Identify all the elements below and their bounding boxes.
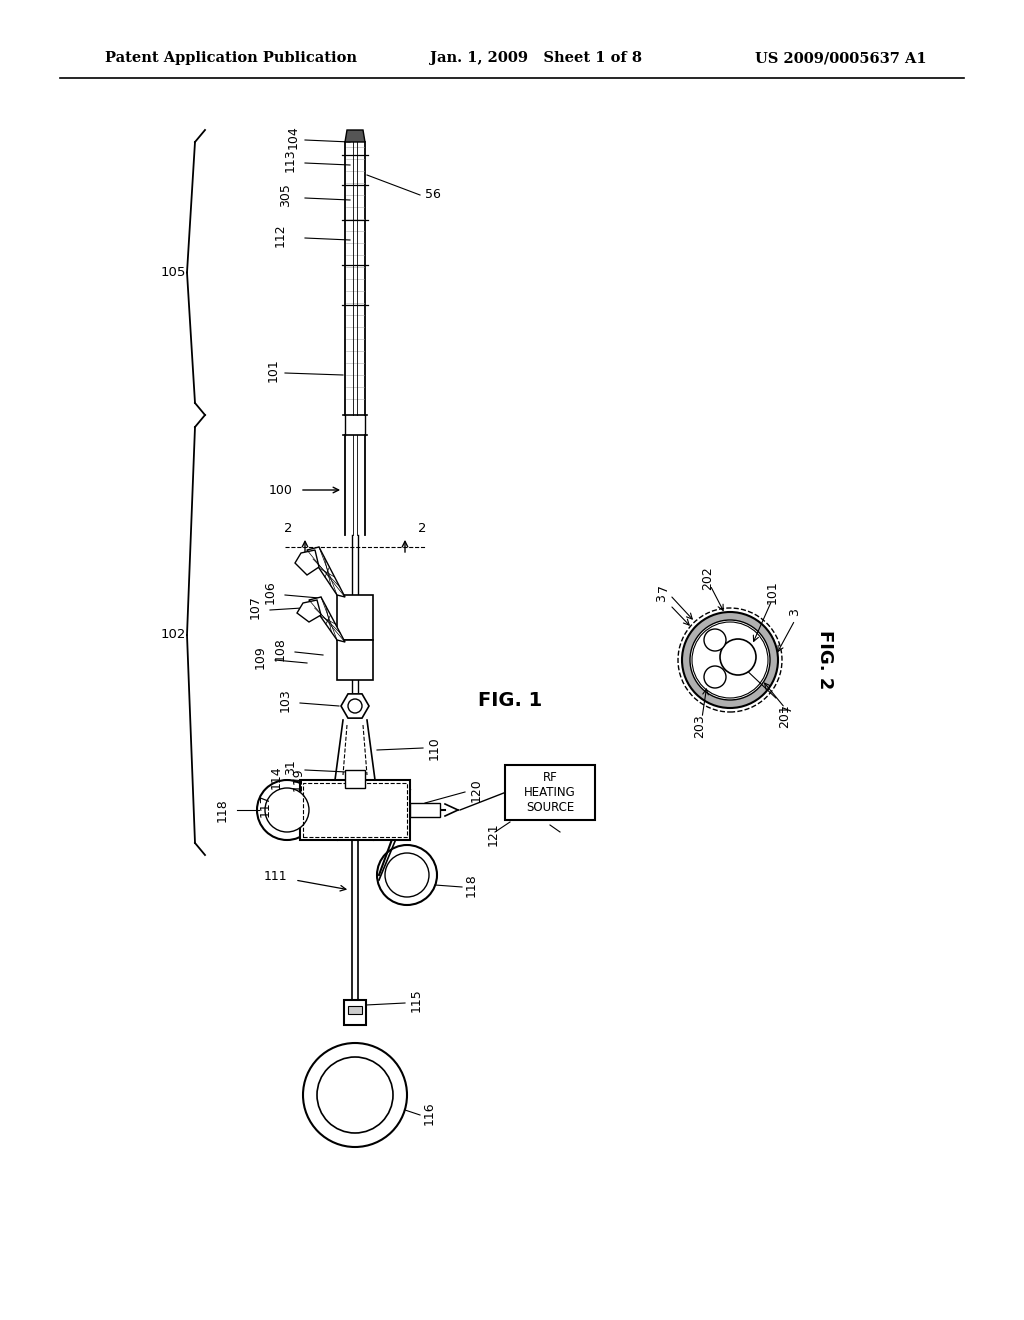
Polygon shape [295, 550, 319, 576]
Circle shape [720, 639, 756, 675]
Text: 105: 105 [161, 267, 185, 279]
Circle shape [385, 853, 429, 898]
Text: 2: 2 [284, 523, 292, 536]
Text: 112: 112 [274, 223, 287, 247]
Text: Jan. 1, 2009   Sheet 1 of 8: Jan. 1, 2009 Sheet 1 of 8 [430, 51, 642, 65]
Text: 107: 107 [249, 595, 262, 619]
Text: 119: 119 [292, 767, 305, 791]
Text: 110: 110 [428, 737, 441, 760]
Text: 201: 201 [778, 704, 792, 727]
Text: US 2009/0005637 A1: US 2009/0005637 A1 [755, 51, 927, 65]
Text: 111: 111 [263, 870, 287, 883]
Text: 101: 101 [267, 358, 280, 381]
Text: 118: 118 [465, 873, 478, 896]
Text: 106: 106 [264, 579, 278, 603]
Text: 7: 7 [656, 583, 670, 591]
Text: 118: 118 [216, 799, 229, 822]
Text: 116: 116 [423, 1101, 436, 1125]
Text: 114: 114 [270, 766, 283, 789]
Text: FIG. 1: FIG. 1 [478, 690, 542, 710]
Bar [348, 1006, 362, 1014]
Polygon shape [297, 601, 321, 622]
Bar [505, 766, 595, 820]
Bar [300, 780, 410, 840]
Polygon shape [341, 694, 369, 718]
Text: 7: 7 [781, 704, 795, 711]
Text: 104: 104 [287, 125, 300, 149]
Bar [337, 640, 373, 680]
Circle shape [377, 845, 437, 906]
Polygon shape [309, 597, 345, 642]
Circle shape [265, 788, 309, 832]
Text: 305: 305 [279, 183, 292, 207]
Text: 202: 202 [701, 566, 715, 590]
Text: 31: 31 [284, 759, 297, 775]
Text: 102: 102 [161, 628, 185, 642]
Circle shape [257, 780, 317, 840]
Text: 103: 103 [279, 688, 292, 711]
Circle shape [348, 700, 362, 713]
Circle shape [317, 1057, 393, 1133]
Circle shape [705, 630, 726, 651]
Bar [337, 595, 373, 640]
Bar [410, 803, 440, 817]
Text: 101: 101 [766, 579, 778, 603]
Text: FIG. 2: FIG. 2 [816, 631, 834, 689]
Text: 120: 120 [470, 777, 483, 801]
Polygon shape [345, 129, 365, 143]
Bar [303, 783, 407, 837]
Text: 3: 3 [788, 609, 802, 616]
Text: 2: 2 [418, 523, 426, 536]
Text: 113: 113 [284, 148, 297, 172]
Circle shape [690, 620, 770, 700]
Polygon shape [307, 546, 345, 597]
Circle shape [303, 1043, 407, 1147]
Text: RF
HEATING
SOURCE: RF HEATING SOURCE [524, 771, 575, 814]
Circle shape [682, 612, 778, 708]
Text: 203: 203 [693, 714, 707, 738]
Bar [345, 770, 365, 788]
Text: 121: 121 [486, 822, 500, 846]
Text: 109: 109 [254, 645, 267, 669]
Text: 100: 100 [269, 483, 293, 496]
Circle shape [705, 667, 726, 688]
Bar [344, 1001, 366, 1026]
Text: 117: 117 [259, 793, 272, 817]
Text: 115: 115 [410, 989, 423, 1012]
Text: 108: 108 [274, 638, 287, 661]
Text: 56: 56 [425, 189, 441, 202]
Text: 3: 3 [655, 594, 669, 602]
Text: Patent Application Publication: Patent Application Publication [105, 51, 357, 65]
